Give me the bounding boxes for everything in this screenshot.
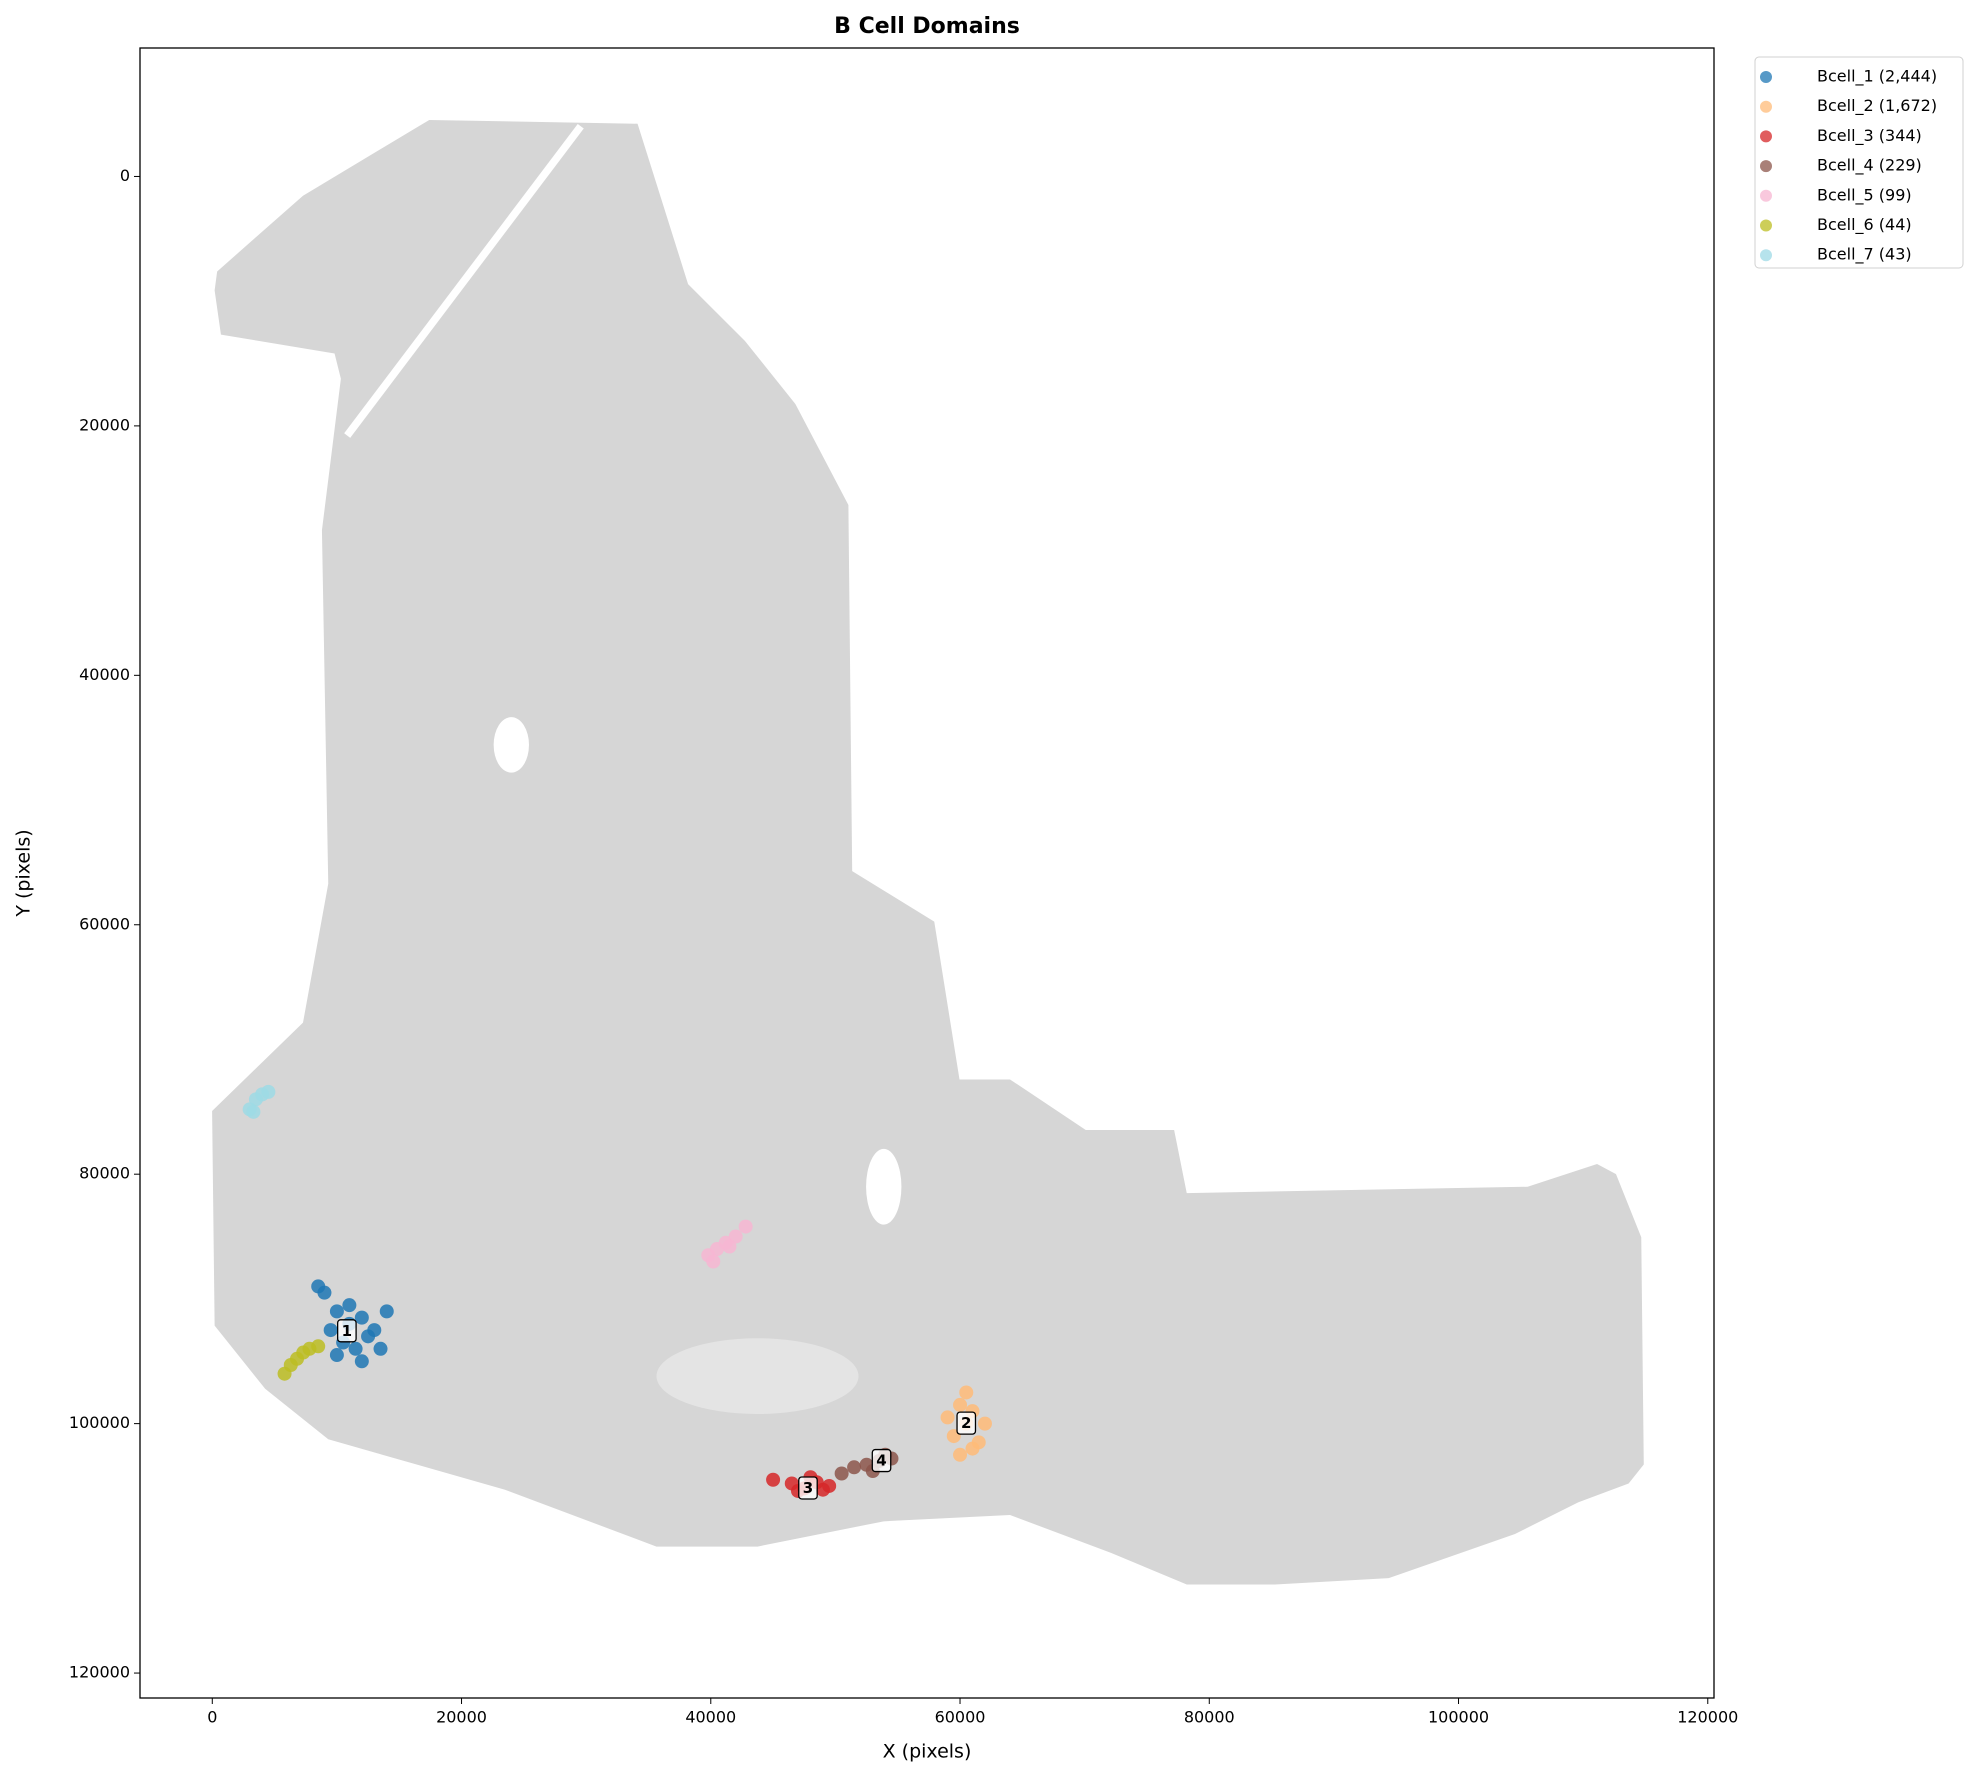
cell-point <box>379 1304 394 1319</box>
y-axis-label: Y (pixels) <box>13 829 35 917</box>
cell-point <box>815 1482 830 1497</box>
legend-label: Bcell_6 (44) <box>1817 215 1912 235</box>
legend-marker <box>1760 71 1772 83</box>
annotation-label: 3 <box>803 1479 813 1497</box>
cell-point <box>311 1279 326 1294</box>
cell-point <box>959 1385 974 1400</box>
cell-point <box>261 1084 276 1099</box>
annotation-box <box>337 1319 357 1343</box>
legend-box <box>1754 56 1964 269</box>
legend-label: Bcell_5 (99) <box>1817 185 1912 205</box>
legend-marker <box>1760 130 1772 143</box>
cell-point <box>847 1460 862 1475</box>
y-tick-label: 20000 <box>79 415 130 434</box>
chart-title: B Cell Domains <box>834 14 1020 39</box>
cell-point <box>373 1341 388 1356</box>
cell-point <box>348 1341 363 1356</box>
cell-point <box>728 1229 743 1244</box>
annotation-label: 4 <box>876 1452 886 1470</box>
legend-marker <box>1760 160 1772 173</box>
cell-point <box>706 1254 721 1269</box>
tissue-background <box>212 119 1644 1585</box>
cell-point <box>311 1339 326 1354</box>
x-tick-label: 40000 <box>685 1708 736 1727</box>
y-tick-label: 60000 <box>79 914 130 933</box>
cell-point <box>953 1397 968 1412</box>
cell-point <box>738 1219 753 1234</box>
cell-point <box>766 1472 781 1487</box>
y-tick-label: 100000 <box>69 1413 130 1432</box>
annotation-label: 1 <box>342 1322 352 1340</box>
annotation-box <box>956 1411 977 1435</box>
plot-frame <box>139 47 1715 1699</box>
cell-point <box>722 1239 737 1254</box>
cell-point <box>354 1354 369 1369</box>
legend-marker <box>1760 219 1772 232</box>
legend-label: Bcell_2 (1,672) <box>1817 96 1937 116</box>
y-tick-label: 120000 <box>69 1663 130 1682</box>
cell-point <box>342 1298 357 1313</box>
legend-label: Bcell_1 (2,444) <box>1817 67 1937 87</box>
x-tick-label: 0 <box>207 1708 217 1727</box>
cell-point <box>329 1348 344 1363</box>
cell-point <box>354 1310 369 1325</box>
legend-marker <box>1760 249 1772 262</box>
cell-point <box>834 1466 849 1481</box>
x-tick-label: 120000 <box>1677 1708 1738 1727</box>
legend-label: Bcell_7 (43) <box>1817 245 1912 265</box>
legend-label: Bcell_4 (229) <box>1817 156 1922 176</box>
legend-label: Bcell_3 (344) <box>1817 126 1922 146</box>
x-tick-label: 20000 <box>436 1708 487 1727</box>
legend-marker <box>1760 189 1772 202</box>
x-tick-label: 100000 <box>1428 1708 1489 1727</box>
cell-point <box>940 1410 955 1425</box>
annotation-box <box>798 1476 818 1500</box>
cell-point <box>977 1416 992 1431</box>
legend-marker <box>1760 100 1772 113</box>
cell-point <box>953 1447 968 1462</box>
y-tick-label: 0 <box>120 166 130 185</box>
x-axis-label: X (pixels) <box>883 1741 972 1763</box>
y-tick-label: 40000 <box>79 665 130 684</box>
cell-point <box>329 1304 344 1319</box>
cell-point <box>965 1441 980 1456</box>
y-tick-label: 80000 <box>79 1164 130 1183</box>
cell-point <box>246 1104 261 1119</box>
cell-point <box>323 1323 338 1338</box>
x-tick-label: 60000 <box>935 1708 986 1727</box>
x-tick-label: 80000 <box>1184 1708 1235 1727</box>
cell-point <box>361 1329 376 1344</box>
annotation-label: 2 <box>961 1414 971 1432</box>
annotation-box <box>871 1448 892 1473</box>
